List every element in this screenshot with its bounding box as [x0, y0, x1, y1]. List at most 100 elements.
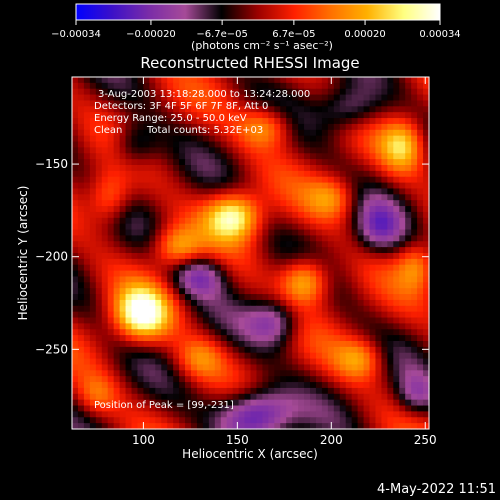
heatmap-cell	[292, 94, 299, 102]
heatmap-cell	[280, 411, 287, 418]
heatmap-cell	[167, 165, 174, 172]
heatmap-cell	[143, 399, 150, 407]
heatmap-cell	[399, 194, 406, 201]
heatmap-cell	[95, 129, 103, 137]
heatmap-cell	[72, 170, 79, 178]
heatmap-cell	[274, 305, 281, 313]
heatmap-cell	[83, 364, 91, 371]
heatmap-cell	[375, 352, 382, 360]
heatmap-cell	[191, 94, 198, 102]
heatmap-cell	[298, 176, 305, 184]
heatmap-cell	[286, 141, 293, 148]
heatmap-cell	[232, 346, 240, 354]
heatmap-cell	[119, 364, 127, 371]
heatmap-cell	[345, 182, 353, 190]
heatmap-cell	[232, 123, 240, 131]
heatmap-cell	[423, 165, 430, 172]
heatmap-cell	[298, 258, 305, 266]
heatmap-cell	[411, 264, 418, 272]
heatmap-cell	[149, 282, 156, 289]
heatmap-cell	[274, 282, 281, 289]
heatmap-cell	[274, 88, 281, 96]
heatmap-cell	[232, 147, 240, 154]
heatmap-cell	[220, 247, 228, 254]
heatmap-cell	[155, 376, 162, 383]
heatmap-cell	[185, 393, 192, 401]
heatmap-cell	[232, 417, 240, 424]
heatmap-cell	[357, 423, 365, 430]
heatmap-cell	[173, 112, 180, 119]
heatmap-cell	[315, 317, 323, 324]
heatmap-cell	[327, 276, 335, 283]
heatmap-cell	[107, 170, 115, 178]
heatmap-cell	[298, 153, 305, 160]
heatmap-cell	[286, 194, 293, 201]
heatmap-cell	[339, 294, 347, 301]
heatmap-cell	[185, 135, 192, 143]
heatmap-cell	[351, 247, 359, 254]
heatmap-cell	[196, 411, 204, 418]
heatmap-cell	[280, 188, 287, 195]
heatmap-cell	[315, 106, 323, 113]
heatmap-cell	[345, 165, 353, 172]
heatmap-cell	[333, 376, 341, 383]
heatmap-cell	[369, 153, 377, 160]
heatmap-cell	[262, 270, 269, 278]
heatmap-cell	[399, 77, 406, 84]
heatmap-cell	[149, 417, 156, 424]
heatmap-cell	[113, 329, 121, 336]
heatmap-cell	[185, 223, 192, 231]
heatmap-cell	[131, 217, 139, 225]
heatmap-cell	[351, 235, 359, 242]
heatmap-cell	[321, 170, 329, 178]
heatmap-cell	[411, 288, 418, 295]
heatmap-cell	[167, 288, 174, 295]
heatmap-cell	[363, 382, 371, 389]
heatmap-cell	[226, 294, 234, 301]
heatmap-cell	[125, 294, 133, 301]
heatmap-cell	[339, 165, 347, 172]
heatmap-cell	[161, 170, 168, 178]
heatmap-cell	[220, 253, 228, 260]
heatmap-cell	[107, 294, 115, 301]
heatmap-cell	[238, 399, 246, 407]
heatmap-cell	[191, 112, 198, 119]
heatmap-cell	[405, 94, 412, 102]
heatmap-cell	[137, 118, 144, 125]
heatmap-cell	[286, 258, 293, 266]
heatmap-cell	[333, 141, 341, 148]
heatmap-cell	[167, 405, 174, 412]
heatmap-cell	[315, 194, 323, 201]
heatmap-cell	[345, 258, 353, 266]
heatmap-cell	[274, 206, 281, 213]
heatmap-cell	[185, 411, 192, 418]
heatmap-cell	[167, 194, 174, 201]
heatmap-cell	[327, 88, 335, 96]
heatmap-cell	[423, 364, 430, 371]
heatmap-cell	[113, 247, 121, 254]
heatmap-cell	[310, 411, 317, 418]
heatmap-cell	[155, 129, 162, 137]
heatmap-cell	[244, 411, 252, 418]
heatmap-cell	[244, 170, 252, 178]
heatmap-cell	[161, 393, 168, 401]
heatmap-cell	[149, 294, 156, 301]
heatmap-cell	[327, 270, 335, 278]
heatmap-cell	[202, 82, 210, 90]
heatmap-cell	[167, 376, 174, 383]
heatmap-cell	[321, 370, 329, 377]
heatmap-cell	[274, 159, 281, 166]
heatmap-cell	[298, 165, 305, 172]
heatmap-cell	[286, 165, 293, 172]
heatmap-cell	[125, 346, 133, 354]
heatmap-cell	[375, 223, 382, 231]
heatmap-cell	[149, 264, 156, 272]
heatmap-cell	[304, 423, 311, 430]
heatmap-cell	[250, 417, 258, 424]
heatmap-cell	[405, 387, 412, 395]
heatmap-cell	[339, 247, 347, 254]
heatmap-cell	[357, 123, 365, 131]
heatmap-cell	[399, 294, 406, 301]
heatmap-cell	[125, 305, 133, 313]
heatmap-cell	[226, 358, 234, 366]
